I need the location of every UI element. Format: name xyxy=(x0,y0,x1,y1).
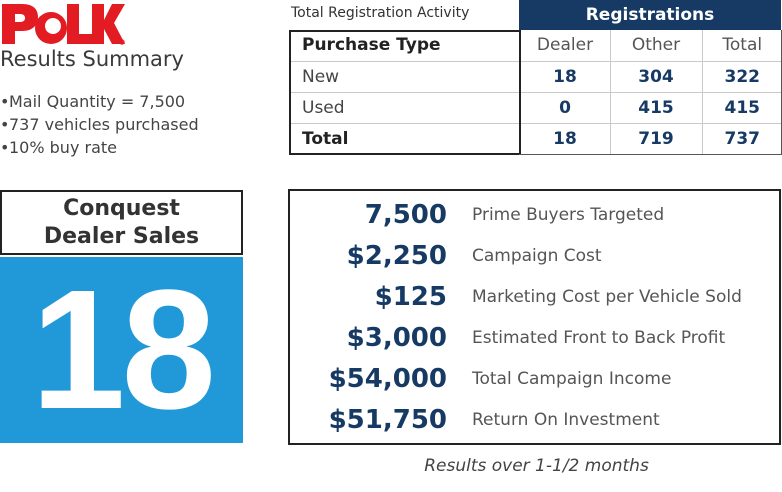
row-label: Total xyxy=(302,128,349,149)
polk-logo-mark xyxy=(2,4,125,45)
conquest-title-line2: Dealer Sales xyxy=(43,223,200,249)
results-footnote: Results over 1-1/2 months xyxy=(424,456,649,476)
column-header-total: Total xyxy=(701,30,782,62)
metric-value: 7,500 xyxy=(364,200,447,230)
metric-value: $3,000 xyxy=(346,323,447,353)
summary-bullet: •Mail Quantity = 7,500 xyxy=(0,90,199,113)
bullet-glyph: • xyxy=(0,92,10,111)
registration-table: Purchase Type Dealer Other Total New 18 … xyxy=(289,30,782,154)
cell-other: 719 xyxy=(609,123,702,154)
conquest-value: 18 xyxy=(30,255,216,445)
cell-total: 415 xyxy=(701,92,782,124)
metric-row: $2,250 Campaign Cost xyxy=(290,236,779,276)
column-header-purchase-type: Purchase Type xyxy=(289,30,520,62)
metric-label: Return On Investment xyxy=(472,410,660,430)
cell-other: 304 xyxy=(609,61,702,93)
bullet-glyph: • xyxy=(0,138,10,157)
metric-value: $54,000 xyxy=(328,364,447,394)
cell-dealer: 0 xyxy=(519,92,610,124)
table-row: Used 0 415 415 xyxy=(289,92,782,124)
metric-label: Marketing Cost per Vehicle Sold xyxy=(472,287,742,307)
cell-dealer: 18 xyxy=(519,123,610,154)
table-header-row: Purchase Type Dealer Other Total xyxy=(289,30,782,62)
metric-row: 7,500 Prime Buyers Targeted xyxy=(290,195,779,235)
cell-total: 737 xyxy=(701,123,782,154)
table-row: New 18 304 322 xyxy=(289,61,782,93)
registrations-header: Registrations xyxy=(519,0,781,30)
cell-other: 415 xyxy=(609,92,702,124)
metric-label: Campaign Cost xyxy=(472,246,602,266)
registration-caption: Total Registration Activity xyxy=(291,5,470,21)
conquest-value-panel: 18 xyxy=(0,257,243,443)
metric-value: $51,750 xyxy=(328,405,447,435)
summary-bullet-list: •Mail Quantity = 7,500 •737 vehicles pur… xyxy=(0,90,199,159)
summary-bullet-text: 10% buy rate xyxy=(9,138,117,157)
row-label: Used xyxy=(289,92,520,124)
results-summary-title: Results Summary xyxy=(0,47,184,71)
polk-logo xyxy=(0,2,126,46)
metric-row: $51,750 Return On Investment xyxy=(290,400,779,440)
summary-bullet-text: Mail Quantity = 7,500 xyxy=(9,92,186,111)
conquest-title-box: Conquest Dealer Sales xyxy=(0,190,243,255)
metric-row: $54,000 Total Campaign Income xyxy=(290,359,779,399)
cell-dealer: 18 xyxy=(519,61,610,93)
metric-label: Prime Buyers Targeted xyxy=(472,205,665,225)
metric-value: $2,250 xyxy=(346,241,447,271)
table-total-row: Total 18 719 737 xyxy=(289,123,782,154)
metric-label: Total Campaign Income xyxy=(472,369,672,389)
conquest-title-line1: Conquest xyxy=(63,195,180,221)
metric-row: $3,000 Estimated Front to Back Profit xyxy=(290,318,779,358)
bullet-glyph: • xyxy=(0,115,10,134)
summary-bullet: •737 vehicles purchased xyxy=(0,113,199,136)
metric-row: $125 Marketing Cost per Vehicle Sold xyxy=(290,277,779,317)
metrics-panel: 7,500 Prime Buyers Targeted $2,250 Campa… xyxy=(288,189,781,445)
metric-value: $125 xyxy=(374,282,447,312)
row-label: New xyxy=(289,61,520,93)
column-header-other: Other xyxy=(609,30,702,62)
summary-bullet: •10% buy rate xyxy=(0,136,199,159)
summary-bullet-text: 737 vehicles purchased xyxy=(9,115,199,134)
column-header-dealer: Dealer xyxy=(519,30,610,62)
cell-total: 322 xyxy=(701,61,782,93)
metric-label: Estimated Front to Back Profit xyxy=(472,328,726,348)
